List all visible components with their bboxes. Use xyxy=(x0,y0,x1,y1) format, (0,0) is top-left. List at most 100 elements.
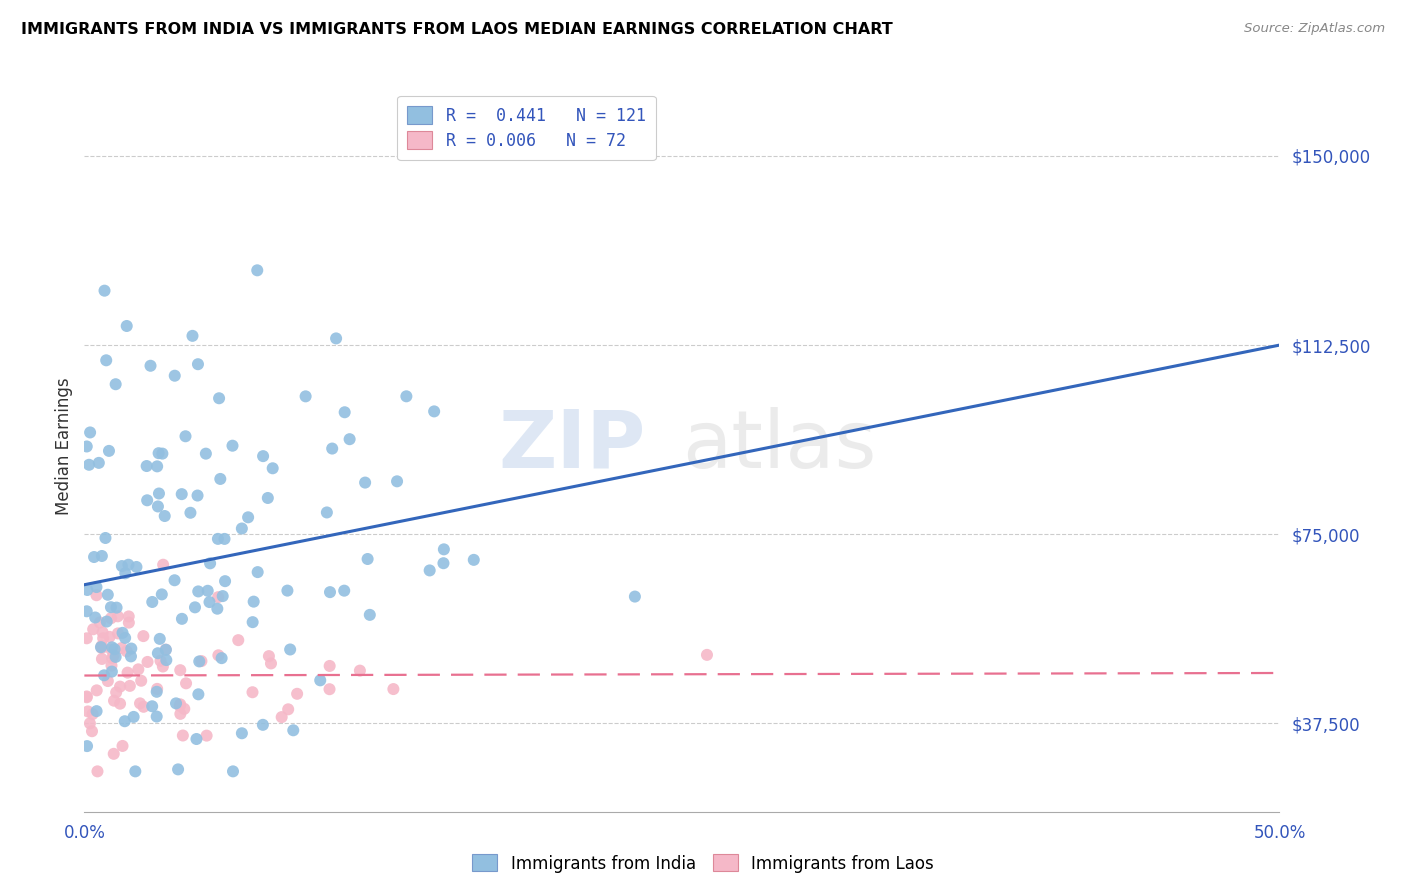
Point xyxy=(318,682,340,697)
Point xyxy=(198,557,221,571)
Point xyxy=(86,683,108,698)
Point xyxy=(107,626,129,640)
Point xyxy=(93,284,115,298)
Point xyxy=(195,729,218,743)
Point xyxy=(90,641,112,656)
Point xyxy=(146,681,169,696)
Point xyxy=(149,654,172,668)
Point xyxy=(139,359,162,373)
Point xyxy=(120,649,142,664)
Point xyxy=(101,640,124,655)
Text: atlas: atlas xyxy=(682,407,876,485)
Point xyxy=(136,493,159,508)
Point xyxy=(86,580,108,594)
Point xyxy=(214,574,236,589)
Point xyxy=(152,558,174,572)
Point xyxy=(214,532,236,546)
Point xyxy=(110,640,132,655)
Point xyxy=(103,642,125,657)
Point xyxy=(90,549,112,563)
Point xyxy=(207,590,229,604)
Point xyxy=(262,461,284,475)
Point xyxy=(76,582,98,597)
Point xyxy=(145,685,167,699)
Point xyxy=(356,552,378,566)
Point xyxy=(188,654,211,668)
Point xyxy=(169,706,191,721)
Point xyxy=(231,726,253,740)
Point xyxy=(124,764,146,779)
Point xyxy=(169,663,191,677)
Point xyxy=(207,532,229,546)
Point xyxy=(163,574,186,588)
Point xyxy=(242,615,264,629)
Point xyxy=(103,747,125,761)
Point xyxy=(385,475,408,489)
Point xyxy=(315,505,337,519)
Point xyxy=(136,655,159,669)
Point xyxy=(318,659,340,673)
Point xyxy=(696,648,718,662)
Point xyxy=(349,664,371,678)
Point xyxy=(354,475,377,490)
Point xyxy=(76,690,98,705)
Point xyxy=(76,604,98,618)
Point xyxy=(325,331,347,345)
Point xyxy=(209,472,232,486)
Point xyxy=(86,588,108,602)
Point xyxy=(76,690,98,704)
Point xyxy=(333,405,356,419)
Point xyxy=(433,542,456,557)
Point xyxy=(132,699,155,714)
Point xyxy=(90,639,112,653)
Point xyxy=(174,676,197,690)
Point xyxy=(173,702,195,716)
Point xyxy=(104,649,127,664)
Text: IMMIGRANTS FROM INDIA VS IMMIGRANTS FROM LAOS MEDIAN EARNINGS CORRELATION CHART: IMMIGRANTS FROM INDIA VS IMMIGRANTS FROM… xyxy=(21,22,893,37)
Point xyxy=(153,508,176,523)
Text: ZIP: ZIP xyxy=(499,407,647,485)
Point xyxy=(187,584,209,599)
Point xyxy=(148,486,170,500)
Point xyxy=(246,565,269,579)
Point xyxy=(114,714,136,729)
Point xyxy=(382,681,405,696)
Point xyxy=(181,329,204,343)
Point xyxy=(91,632,114,646)
Point xyxy=(80,724,103,739)
Point xyxy=(231,521,253,535)
Point xyxy=(321,442,343,456)
Point xyxy=(187,687,209,701)
Point xyxy=(111,559,134,574)
Legend: R =  0.441   N = 121, R = 0.006   N = 72: R = 0.441 N = 121, R = 0.006 N = 72 xyxy=(398,96,655,160)
Point xyxy=(117,665,139,680)
Point xyxy=(208,391,231,405)
Point xyxy=(252,449,274,463)
Point xyxy=(83,549,105,564)
Point xyxy=(101,665,124,679)
Point xyxy=(84,610,107,624)
Point xyxy=(120,641,142,656)
Point xyxy=(236,510,259,524)
Point xyxy=(111,739,134,753)
Point xyxy=(108,680,131,694)
Point xyxy=(207,601,229,615)
Point xyxy=(169,698,191,712)
Point xyxy=(190,654,212,668)
Point xyxy=(132,629,155,643)
Point xyxy=(146,646,169,660)
Text: Source: ZipAtlas.com: Source: ZipAtlas.com xyxy=(1244,22,1385,36)
Point xyxy=(226,633,249,648)
Point xyxy=(89,615,111,630)
Point xyxy=(96,353,118,368)
Point xyxy=(221,439,243,453)
Point xyxy=(172,729,194,743)
Point xyxy=(87,456,110,470)
Point xyxy=(333,583,356,598)
Point xyxy=(94,531,117,545)
Point xyxy=(432,556,454,570)
Point xyxy=(91,652,114,666)
Point xyxy=(150,447,173,461)
Point xyxy=(76,632,98,646)
Point xyxy=(118,679,141,693)
